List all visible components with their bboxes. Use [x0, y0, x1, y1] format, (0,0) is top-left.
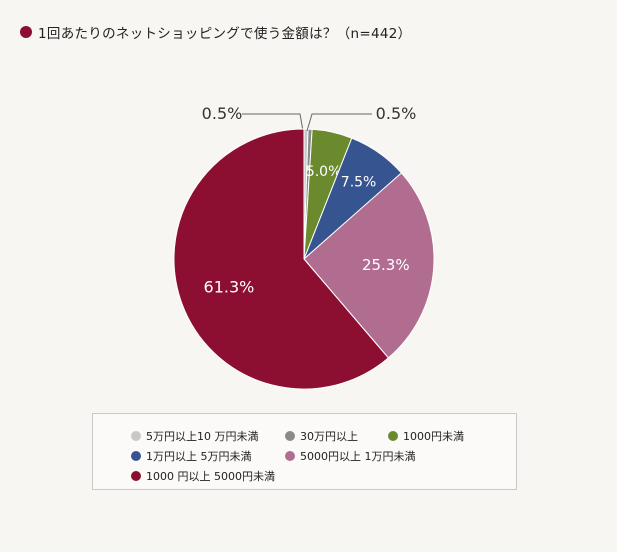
leader-line — [306, 113, 372, 132]
legend-item: 1000円未満 — [388, 428, 464, 444]
legend-label: 1000円未満 — [403, 430, 464, 443]
legend-swatch-icon — [131, 471, 141, 481]
pie-slice — [173, 128, 390, 390]
legend-label: 1万円以上 5万円未満 — [146, 450, 252, 463]
slice-data-label: 0.5% — [202, 104, 243, 123]
slice-data-label: 0.5% — [376, 104, 417, 123]
legend-label: 1000 円以上 5000円未満 — [146, 470, 275, 483]
legend-swatch-icon — [285, 451, 295, 461]
legend-item: 1万円以上 5万円未満 — [131, 448, 252, 464]
legend-label: 5000円以上 1万円未満 — [300, 450, 416, 463]
chart-title-row: 1回あたりのネットショッピングで使う金額は？（n=442） — [20, 22, 411, 42]
legend-item: 1000 円以上 5000円未満 — [131, 468, 275, 484]
slice-data-label: 25.3% — [362, 256, 410, 274]
chart-legend: 5万円以上10 万円未満 30万円以上 1000円未満 1万円以上 5万円未満 5000… — [92, 413, 517, 490]
chart-title: 1回あたりのネットショッピングで使う金額は？（n=442） — [38, 26, 412, 42]
legend-item: 5000円以上 1万円未満 — [285, 448, 416, 464]
legend-label: 5万円以上10 万円未満 — [146, 430, 259, 443]
slice-data-label: 61.3% — [204, 277, 255, 296]
legend-swatch-icon — [388, 431, 398, 441]
legend-item: 30万円以上 — [285, 428, 358, 444]
slice-data-label: 7.5% — [341, 174, 377, 190]
slice-data-label: 5.0% — [306, 164, 342, 180]
leader-line — [242, 113, 304, 132]
legend-item: 5万円以上10 万円未満 — [131, 428, 259, 444]
pie-slice — [303, 172, 435, 359]
legend-swatch-icon — [131, 451, 141, 461]
legend-swatch-icon — [131, 431, 141, 441]
legend-label: 30万円以上 — [300, 430, 358, 443]
pie-chart: 0.5% 0.5% 5.0%7.5% 25.3% 61.3% — [173, 104, 435, 390]
legend-swatch-icon — [285, 431, 295, 441]
title-bullet-icon — [20, 26, 32, 38]
